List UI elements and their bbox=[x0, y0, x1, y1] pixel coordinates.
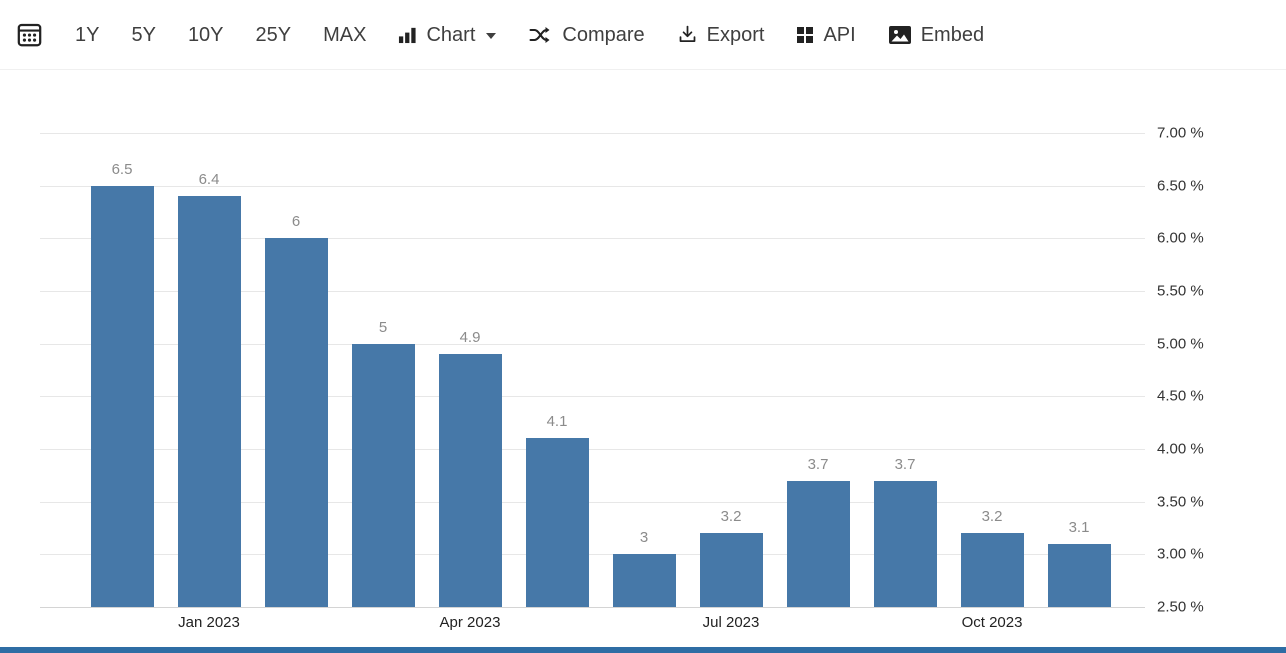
x-tick-label: Jan 2023 bbox=[178, 614, 240, 631]
calendar-icon bbox=[16, 21, 43, 48]
footer-strip bbox=[0, 647, 1286, 653]
gridline bbox=[40, 449, 1145, 450]
gridline bbox=[40, 133, 1145, 134]
plot-area: 6.5 6.4 6 5 4.9 4.1 3 3.2 3.7 3.7 3.2 3.1 bbox=[40, 133, 1145, 608]
gridline bbox=[40, 607, 1145, 608]
bar[interactable] bbox=[351, 343, 415, 607]
bar-value-label: 4.9 bbox=[459, 329, 481, 347]
bar[interactable] bbox=[699, 533, 763, 607]
bar[interactable] bbox=[873, 480, 937, 607]
range-button-1y[interactable]: 1Y bbox=[75, 25, 99, 45]
y-tick-label: 3.00 % bbox=[1157, 545, 1204, 563]
x-axis-labels: Jan 2023 Apr 2023 Jul 2023 Oct 2023 bbox=[40, 614, 1145, 638]
y-tick-label: 7.00 % bbox=[1157, 124, 1204, 142]
bar-value-label: 6.5 bbox=[111, 160, 133, 178]
download-icon bbox=[677, 24, 698, 45]
gridline bbox=[40, 291, 1145, 292]
bar[interactable] bbox=[525, 438, 589, 607]
export-button[interactable]: Export bbox=[677, 23, 765, 46]
caret-down-icon bbox=[486, 33, 497, 39]
bar[interactable] bbox=[1047, 543, 1111, 607]
range-button-max[interactable]: MAX bbox=[323, 25, 366, 45]
embed-button-label: Embed bbox=[920, 23, 985, 46]
range-button-label: 5Y bbox=[131, 23, 156, 46]
image-icon bbox=[888, 25, 912, 45]
y-axis-labels: 7.00 % 6.50 % 6.00 % 5.50 % 5.00 % 4.50 % 4.00… bbox=[1157, 125, 1282, 616]
y-tick-label: 3.50 % bbox=[1157, 493, 1204, 511]
gridline bbox=[40, 554, 1145, 556]
bar[interactable] bbox=[177, 196, 241, 607]
y-tick-label: 5.50 % bbox=[1157, 282, 1204, 300]
range-button-label: MAX bbox=[323, 23, 367, 46]
x-tick-label: Oct 2023 bbox=[961, 614, 1023, 631]
chart-type-menu-label: Chart bbox=[426, 23, 476, 46]
y-tick-label: 6.50 % bbox=[1157, 177, 1204, 195]
bar-value-label: 6.4 bbox=[198, 171, 220, 189]
range-button-label: 25Y bbox=[255, 23, 292, 46]
bar[interactable] bbox=[264, 238, 328, 607]
export-button-label: Export bbox=[706, 23, 765, 46]
chart-toolbar: 1Y 5Y 10Y 25Y MAX Chart bbox=[0, 0, 1286, 70]
compare-button[interactable]: Compare bbox=[528, 23, 645, 46]
range-button-label: 10Y bbox=[187, 23, 224, 46]
y-tick-label: 5.00 % bbox=[1157, 335, 1204, 353]
bar-value-label: 3.7 bbox=[807, 455, 829, 473]
bar-value-label: 3.2 bbox=[720, 508, 742, 526]
bar-value-label: 3.1 bbox=[1068, 518, 1090, 536]
range-button-5y[interactable]: 5Y bbox=[131, 25, 155, 45]
grid-icon bbox=[796, 26, 814, 44]
compare-button-label: Compare bbox=[562, 23, 645, 46]
api-button-label: API bbox=[823, 23, 856, 46]
bar-value-label: 4.1 bbox=[546, 413, 568, 431]
bar-value-label: 5 bbox=[378, 318, 388, 336]
bar-chart-icon bbox=[398, 25, 417, 44]
range-button-label: 1Y bbox=[75, 23, 100, 46]
gridline bbox=[40, 343, 1145, 345]
bar[interactable] bbox=[786, 480, 850, 607]
gridline bbox=[40, 238, 1145, 240]
range-button-25y[interactable]: 25Y bbox=[256, 25, 292, 45]
y-tick-label: 4.00 % bbox=[1157, 440, 1204, 458]
bar[interactable] bbox=[960, 533, 1024, 607]
bar-value-label: 3.7 bbox=[894, 455, 916, 473]
x-tick-label: Apr 2023 bbox=[439, 614, 501, 631]
y-tick-label: 6.00 % bbox=[1157, 229, 1204, 247]
gridline bbox=[40, 396, 1145, 398]
bar[interactable] bbox=[438, 354, 502, 607]
chart-type-menu[interactable]: Chart bbox=[398, 23, 497, 46]
bar-value-label: 3.2 bbox=[981, 508, 1003, 526]
gridline bbox=[40, 185, 1145, 187]
x-tick-label: Jul 2023 bbox=[702, 614, 760, 631]
shuffle-icon bbox=[528, 25, 553, 45]
bar[interactable] bbox=[612, 554, 676, 607]
bar[interactable] bbox=[90, 185, 154, 607]
y-tick-label: 2.50 % bbox=[1157, 598, 1204, 616]
api-button[interactable]: API bbox=[796, 23, 856, 46]
gridline bbox=[40, 501, 1145, 503]
embed-button[interactable]: Embed bbox=[888, 25, 984, 45]
range-button-10y[interactable]: 10Y bbox=[188, 25, 224, 45]
bar-value-label: 6 bbox=[291, 213, 301, 231]
calendar-button[interactable] bbox=[16, 21, 43, 48]
bar-value-label: 3 bbox=[639, 529, 649, 547]
y-tick-label: 4.50 % bbox=[1157, 387, 1204, 405]
chart-area: 6.5 6.4 6 5 4.9 4.1 3 3.2 3.7 3.7 3.2 3.1 7.00 % 6.5… bbox=[0, 70, 1286, 647]
